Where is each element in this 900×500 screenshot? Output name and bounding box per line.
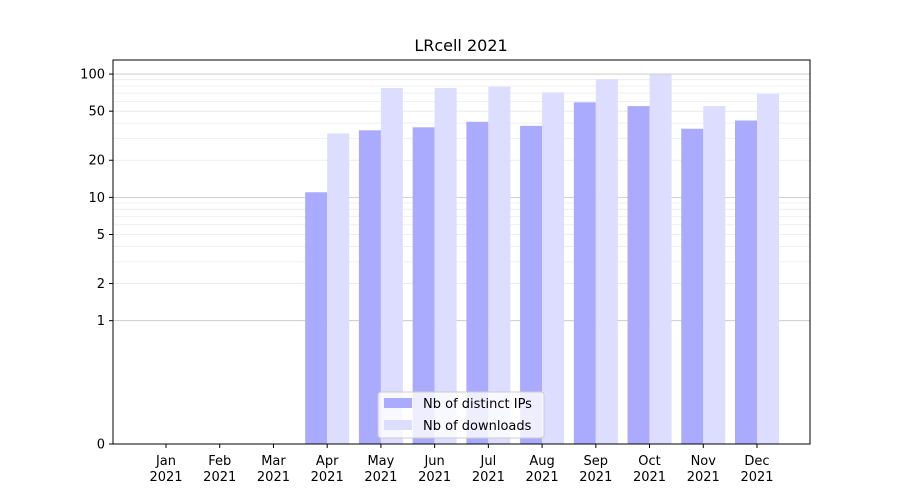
x-tick-label: Jul 2021 bbox=[472, 454, 505, 485]
y-tick-label: 20 bbox=[88, 154, 105, 169]
bar-downloads bbox=[542, 92, 565, 445]
bar-distinct-ips bbox=[573, 102, 596, 445]
bar-downloads bbox=[595, 79, 618, 445]
bar-distinct-ips bbox=[466, 121, 489, 444]
y-tick-label: 2 bbox=[97, 277, 105, 292]
bar-downloads bbox=[703, 106, 726, 444]
bar-distinct-ips bbox=[412, 127, 435, 445]
y-tick-label: 5 bbox=[97, 228, 105, 243]
bar-downloads bbox=[649, 74, 672, 444]
plot-frame bbox=[112, 59, 811, 445]
x-tick-label: Aug 2021 bbox=[526, 454, 559, 485]
x-tick-label: Sep 2021 bbox=[579, 454, 612, 485]
x-axis: Jan 2021 Feb 2021 Mar 2021 Apr 2021 May 2021 Jun 20… bbox=[149, 444, 774, 485]
legend: Nb of distinct IPs Nb of downloads bbox=[377, 391, 545, 439]
legend-label-distinct-ips: Nb of distinct IPs bbox=[423, 397, 532, 412]
bar-distinct-ips bbox=[735, 120, 757, 444]
x-tick-label: Mar 2021 bbox=[257, 454, 290, 485]
y-tick-label: 100 bbox=[80, 68, 105, 83]
bars bbox=[305, 74, 779, 445]
y-tick-label: 1 bbox=[97, 314, 105, 329]
bar-downloads bbox=[380, 88, 403, 445]
y-axis: 0 1 2 5 10 20 50 100 bbox=[80, 68, 113, 453]
legend-box bbox=[377, 391, 545, 439]
legend-swatch-distinct-ips bbox=[384, 398, 412, 408]
x-tick-label: Jan 2021 bbox=[149, 454, 182, 485]
bar-distinct-ips bbox=[627, 106, 650, 444]
bar-distinct-ips bbox=[305, 192, 328, 444]
y-tick-label: 0 bbox=[97, 438, 105, 453]
x-tick-label: Oct 2021 bbox=[633, 454, 666, 485]
y-tick-label: 10 bbox=[88, 191, 105, 206]
grid bbox=[113, 73, 810, 322]
bar-distinct-ips bbox=[681, 128, 704, 444]
bar-distinct-ips bbox=[520, 125, 543, 445]
bar-downloads bbox=[757, 93, 779, 444]
legend-swatch-downloads bbox=[384, 420, 412, 430]
bar-downloads bbox=[488, 86, 511, 444]
legend-label-downloads: Nb of downloads bbox=[423, 419, 532, 434]
x-tick-label: May 2021 bbox=[364, 454, 397, 485]
bar-downloads bbox=[327, 133, 350, 445]
x-tick-label: Nov 2021 bbox=[687, 454, 720, 485]
x-tick-label: Dec 2021 bbox=[740, 454, 773, 485]
y-tick-label: 50 bbox=[88, 105, 105, 120]
x-tick-label: Apr 2021 bbox=[311, 454, 344, 485]
x-tick-label: Feb 2021 bbox=[203, 454, 236, 485]
bar-distinct-ips bbox=[358, 130, 381, 445]
bar-downloads bbox=[434, 88, 457, 445]
chart-title: LRcell 2021 bbox=[414, 36, 507, 55]
x-tick-label: Jun 2021 bbox=[418, 454, 451, 485]
